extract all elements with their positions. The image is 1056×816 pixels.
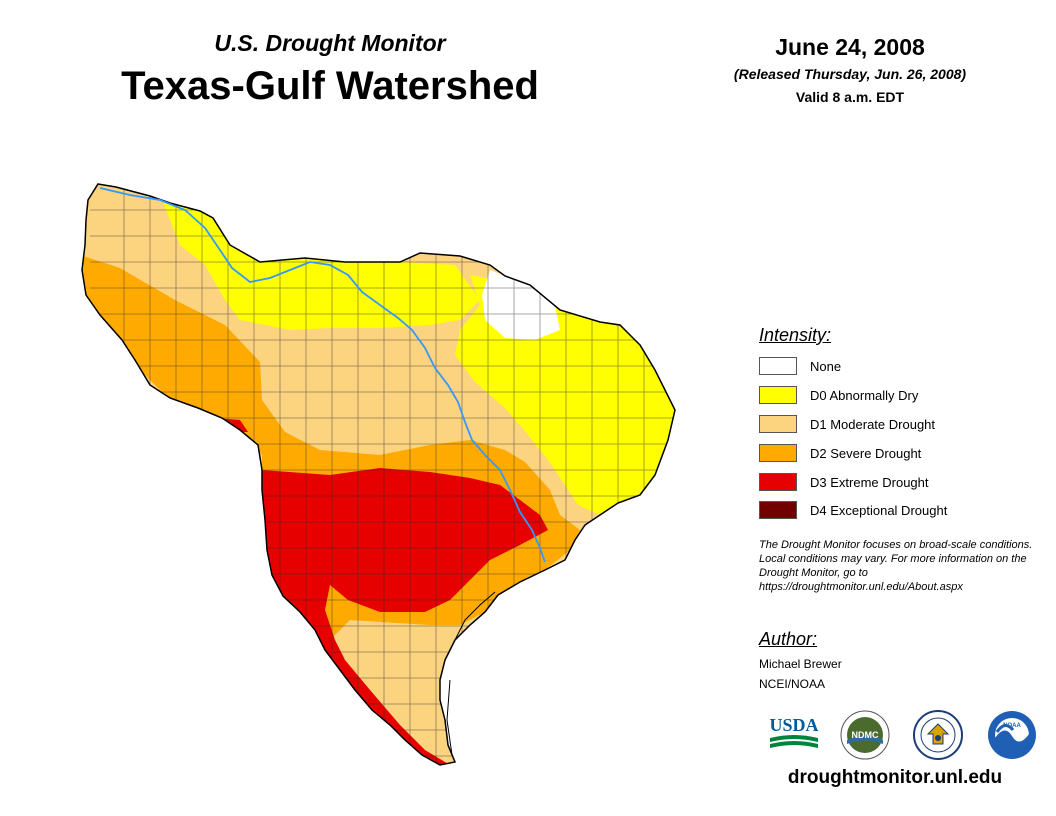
disclaimer-text: The Drought Monitor focuses on broad-sca… xyxy=(759,539,1033,593)
legend-swatch-none xyxy=(759,357,797,375)
river xyxy=(99,187,546,563)
drought-zones xyxy=(82,184,675,765)
ndmc-logo-text: NDMC xyxy=(852,730,879,740)
legend-item-d2: D2 Severe Drought xyxy=(759,442,921,464)
valid-time: Valid 8 a.m. EDT xyxy=(795,89,905,105)
legend-label: D2 Severe Drought xyxy=(810,445,922,461)
map-title: Texas-Gulf Watershed xyxy=(121,64,539,108)
legend-item-d1: D1 Moderate Drought xyxy=(759,413,935,435)
usda-logo-text: USDA xyxy=(769,715,818,735)
website-url[interactable]: droughtmonitor.unl.edu xyxy=(787,767,1003,788)
legend-swatch-d4 xyxy=(759,501,797,519)
noaa-logo-text: NOAA xyxy=(1003,723,1021,729)
legend-label: D0 Abnormally Dry xyxy=(810,387,919,403)
legend-item-none: None xyxy=(759,355,841,377)
legend-label: D1 Moderate Drought xyxy=(810,416,936,432)
legend-swatch-d0 xyxy=(759,386,797,404)
usda-logo: USDA xyxy=(768,714,820,752)
ndmc-logo: NDMC xyxy=(840,710,890,760)
coastline-islands xyxy=(446,591,496,756)
release-date: (Released Thursday, Jun. 26, 2008) xyxy=(733,66,967,82)
legend-item-d4: D4 Exceptional Drought xyxy=(759,499,947,521)
commerce-seal-graphic xyxy=(913,710,963,760)
legend-item-d0: D0 Abnormally Dry xyxy=(759,384,918,406)
ndmc-logo-graphic: NDMC xyxy=(840,710,890,760)
author-name: Michael Brewer xyxy=(759,657,842,671)
legend-swatch-d3 xyxy=(759,473,797,491)
legend-label: None xyxy=(810,358,842,374)
author-org: NCEI/NOAA xyxy=(759,677,826,691)
legend-label: D4 Exceptional Drought xyxy=(810,502,948,518)
legend-swatch-d1 xyxy=(759,415,797,433)
legend-label: D3 Extreme Drought xyxy=(810,474,929,490)
legend-heading: Intensity: xyxy=(759,325,832,345)
noaa-logo: NOAA xyxy=(987,710,1037,760)
map-date: June 24, 2008 xyxy=(775,34,925,60)
legend-item-d3: D3 Extreme Drought xyxy=(759,471,929,493)
none-zone xyxy=(482,270,560,340)
map-subtitle: U.S. Drought Monitor xyxy=(214,30,446,56)
usda-logo-graphic: USDA xyxy=(769,715,819,748)
author-heading: Author: xyxy=(759,629,818,649)
noaa-logo-graphic: NOAA xyxy=(988,711,1036,759)
legend-swatch-d2 xyxy=(759,444,797,462)
commerce-logo xyxy=(913,710,963,760)
